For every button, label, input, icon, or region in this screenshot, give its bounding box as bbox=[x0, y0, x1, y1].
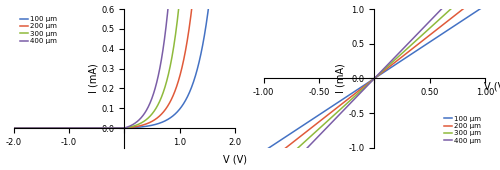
300 μm bbox=[163, 83, 169, 85]
200 μm bbox=[260, 164, 266, 166]
300 μm bbox=[366, 82, 372, 84]
Line: 200 μm: 200 μm bbox=[14, 0, 235, 128]
200 μm bbox=[366, 82, 372, 84]
300 μm bbox=[10, 127, 16, 129]
Line: 300 μm: 300 μm bbox=[264, 0, 485, 170]
400 μm bbox=[367, 82, 373, 84]
300 μm bbox=[33, 127, 39, 129]
100 μm bbox=[260, 150, 266, 152]
200 μm bbox=[184, 45, 190, 47]
300 μm bbox=[100, 127, 106, 129]
200 μm bbox=[442, 22, 448, 24]
400 μm bbox=[108, 127, 114, 129]
300 μm bbox=[380, 69, 386, 71]
X-axis label: V (V): V (V) bbox=[223, 155, 247, 165]
400 μm bbox=[33, 127, 39, 129]
Line: 200 μm: 200 μm bbox=[264, 0, 485, 165]
100 μm bbox=[163, 120, 169, 122]
100 μm bbox=[33, 127, 39, 129]
Legend: 100 μm, 200 μm, 300 μm, 400 μm: 100 μm, 200 μm, 300 μm, 400 μm bbox=[443, 115, 482, 144]
100 μm bbox=[366, 81, 372, 83]
200 μm bbox=[100, 127, 106, 129]
400 μm bbox=[10, 127, 16, 129]
400 μm bbox=[366, 83, 372, 85]
200 μm bbox=[10, 127, 16, 129]
200 μm bbox=[188, 18, 194, 20]
300 μm bbox=[392, 58, 398, 60]
100 μm bbox=[380, 71, 386, 73]
100 μm bbox=[108, 127, 114, 129]
Line: 400 μm: 400 μm bbox=[14, 0, 235, 128]
X-axis label: V (V): V (V) bbox=[484, 81, 500, 91]
400 μm bbox=[442, 4, 448, 6]
400 μm bbox=[380, 68, 386, 70]
100 μm bbox=[442, 31, 448, 33]
100 μm bbox=[482, 5, 488, 7]
200 μm bbox=[33, 127, 39, 129]
200 μm bbox=[392, 61, 398, 63]
200 μm bbox=[367, 81, 373, 83]
300 μm bbox=[367, 81, 373, 83]
100 μm bbox=[392, 64, 398, 66]
Y-axis label: I (mA): I (mA) bbox=[336, 64, 345, 93]
300 μm bbox=[442, 13, 448, 15]
400 μm bbox=[163, 28, 169, 30]
200 μm bbox=[380, 70, 386, 72]
Legend: 100 μm, 200 μm, 300 μm, 400 μm: 100 μm, 200 μm, 300 μm, 400 μm bbox=[20, 15, 58, 45]
400 μm bbox=[392, 56, 398, 58]
400 μm bbox=[100, 127, 106, 129]
Line: 100 μm: 100 μm bbox=[14, 0, 235, 128]
Line: 300 μm: 300 μm bbox=[14, 0, 235, 128]
200 μm bbox=[108, 127, 114, 129]
100 μm bbox=[188, 89, 194, 91]
100 μm bbox=[367, 80, 373, 82]
100 μm bbox=[477, 8, 483, 10]
Line: 400 μm: 400 μm bbox=[264, 0, 485, 170]
Line: 100 μm: 100 μm bbox=[264, 6, 485, 151]
100 μm bbox=[100, 127, 106, 129]
200 μm bbox=[163, 108, 169, 110]
100 μm bbox=[184, 98, 190, 100]
300 μm bbox=[108, 127, 114, 129]
Y-axis label: I (mA): I (mA) bbox=[88, 64, 99, 93]
100 μm bbox=[10, 127, 16, 129]
